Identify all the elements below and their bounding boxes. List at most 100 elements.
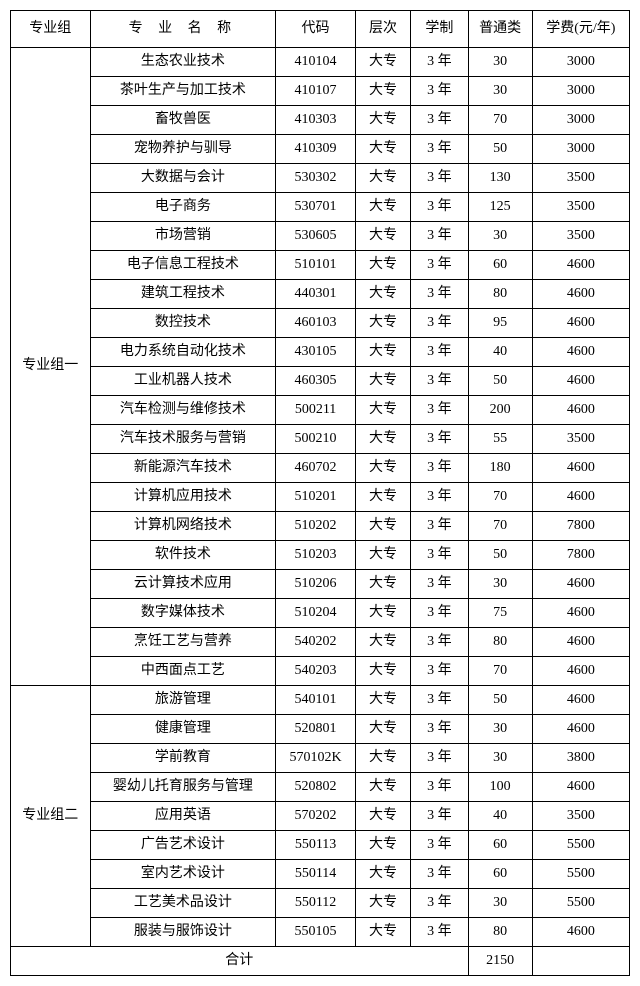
- fee: 4600: [532, 686, 629, 715]
- quota: 95: [468, 309, 532, 338]
- duration: 3 年: [411, 454, 468, 483]
- major-code: 410107: [276, 77, 356, 106]
- table-row: 汽车检测与维修技术500211大专3 年2004600: [11, 396, 630, 425]
- level: 大专: [355, 512, 410, 541]
- major-code: 570202: [276, 802, 356, 831]
- quota: 50: [468, 686, 532, 715]
- duration: 3 年: [411, 802, 468, 831]
- fee: 7800: [532, 541, 629, 570]
- table-row: 婴幼儿托育服务与管理520802大专3 年1004600: [11, 773, 630, 802]
- duration: 3 年: [411, 773, 468, 802]
- total-value: 2150: [468, 947, 532, 976]
- table-row: 汽车技术服务与营销500210大专3 年553500: [11, 425, 630, 454]
- fee: 3000: [532, 48, 629, 77]
- major-name: 大数据与会计: [90, 164, 276, 193]
- table-row: 广告艺术设计550113大专3 年605500: [11, 831, 630, 860]
- major-code: 460702: [276, 454, 356, 483]
- major-name: 云计算技术应用: [90, 570, 276, 599]
- major-name: 电力系统自动化技术: [90, 338, 276, 367]
- major-code: 410104: [276, 48, 356, 77]
- major-code: 410303: [276, 106, 356, 135]
- quota: 40: [468, 802, 532, 831]
- fee: 4600: [532, 570, 629, 599]
- fee: 4600: [532, 280, 629, 309]
- major-name: 应用英语: [90, 802, 276, 831]
- major-code: 510202: [276, 512, 356, 541]
- major-code: 510201: [276, 483, 356, 512]
- quota: 30: [468, 77, 532, 106]
- major-code: 550105: [276, 918, 356, 947]
- duration: 3 年: [411, 367, 468, 396]
- quota: 30: [468, 889, 532, 918]
- duration: 3 年: [411, 831, 468, 860]
- fee: 4600: [532, 715, 629, 744]
- fee: 3500: [532, 193, 629, 222]
- major-name: 电子信息工程技术: [90, 251, 276, 280]
- major-name: 数控技术: [90, 309, 276, 338]
- major-code: 530701: [276, 193, 356, 222]
- major-name: 宠物养护与驯导: [90, 135, 276, 164]
- table-row: 专业组一生态农业技术410104大专3 年303000: [11, 48, 630, 77]
- level: 大专: [355, 251, 410, 280]
- duration: 3 年: [411, 106, 468, 135]
- fee: 4600: [532, 454, 629, 483]
- major-name: 婴幼儿托育服务与管理: [90, 773, 276, 802]
- level: 大专: [355, 309, 410, 338]
- level: 大专: [355, 541, 410, 570]
- table-row: 电力系统自动化技术430105大专3 年404600: [11, 338, 630, 367]
- major-name: 建筑工程技术: [90, 280, 276, 309]
- fee: 3000: [532, 106, 629, 135]
- fee: 5500: [532, 860, 629, 889]
- major-name: 畜牧兽医: [90, 106, 276, 135]
- header-row: 专业组 专 业 名 称 代码 层次 学制 普通类 学费(元/年): [11, 11, 630, 48]
- table-row: 新能源汽车技术460702大专3 年1804600: [11, 454, 630, 483]
- fee: 4600: [532, 309, 629, 338]
- major-name: 汽车技术服务与营销: [90, 425, 276, 454]
- level: 大专: [355, 744, 410, 773]
- major-code: 570102K: [276, 744, 356, 773]
- major-code: 510101: [276, 251, 356, 280]
- table-row: 工业机器人技术460305大专3 年504600: [11, 367, 630, 396]
- level: 大专: [355, 715, 410, 744]
- fee: 3000: [532, 135, 629, 164]
- quota: 125: [468, 193, 532, 222]
- fee: 3500: [532, 425, 629, 454]
- duration: 3 年: [411, 222, 468, 251]
- level: 大专: [355, 338, 410, 367]
- fee: 4600: [532, 483, 629, 512]
- total-row: 合计 2150: [11, 947, 630, 976]
- fee: 5500: [532, 831, 629, 860]
- major-name: 软件技术: [90, 541, 276, 570]
- major-name: 生态农业技术: [90, 48, 276, 77]
- fee: 4600: [532, 918, 629, 947]
- duration: 3 年: [411, 309, 468, 338]
- duration: 3 年: [411, 193, 468, 222]
- duration: 3 年: [411, 628, 468, 657]
- major-name: 汽车检测与维修技术: [90, 396, 276, 425]
- table-row: 云计算技术应用510206大专3 年304600: [11, 570, 630, 599]
- major-code: 460305: [276, 367, 356, 396]
- total-label: 合计: [11, 947, 469, 976]
- level: 大专: [355, 860, 410, 889]
- major-code: 550114: [276, 860, 356, 889]
- duration: 3 年: [411, 251, 468, 280]
- level: 大专: [355, 657, 410, 686]
- table-row: 茶叶生产与加工技术410107大专3 年303000: [11, 77, 630, 106]
- level: 大专: [355, 802, 410, 831]
- group-cell: 专业组一: [11, 48, 91, 686]
- table-row: 专业组二旅游管理540101大专3 年504600: [11, 686, 630, 715]
- major-name: 广告艺术设计: [90, 831, 276, 860]
- total-fee-blank: [532, 947, 629, 976]
- major-name: 工艺美术品设计: [90, 889, 276, 918]
- major-name: 工业机器人技术: [90, 367, 276, 396]
- duration: 3 年: [411, 280, 468, 309]
- level: 大专: [355, 280, 410, 309]
- major-code: 500210: [276, 425, 356, 454]
- table-row: 中西面点工艺540203大专3 年704600: [11, 657, 630, 686]
- duration: 3 年: [411, 860, 468, 889]
- major-name: 中西面点工艺: [90, 657, 276, 686]
- fee: 3500: [532, 802, 629, 831]
- majors-table: 专业组 专 业 名 称 代码 层次 学制 普通类 学费(元/年) 专业组一生态农…: [10, 10, 630, 976]
- major-code: 430105: [276, 338, 356, 367]
- major-code: 500211: [276, 396, 356, 425]
